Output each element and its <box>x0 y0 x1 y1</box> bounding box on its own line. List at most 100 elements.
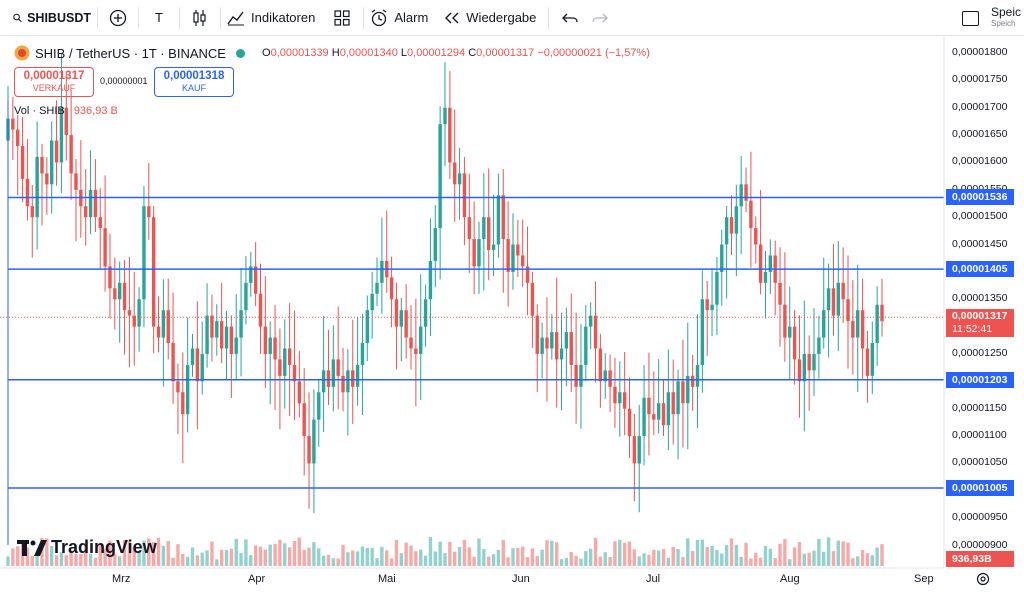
volume-bar <box>530 548 535 566</box>
candle-body <box>239 310 243 338</box>
volume-bar <box>637 556 641 566</box>
candle-body <box>710 304 714 311</box>
buy-price: 0,00001318 <box>163 70 225 82</box>
volume-bar <box>321 555 326 566</box>
candle-body <box>224 326 229 349</box>
axis-settings-button[interactable] <box>976 572 992 588</box>
volume-bar <box>273 544 277 566</box>
interval-button[interactable]: T <box>145 0 173 36</box>
volume-bar <box>108 540 112 566</box>
candle-body <box>394 299 399 327</box>
sell-button[interactable]: 0,00001317 VERKAUF <box>14 67 94 97</box>
candle-body <box>103 228 107 267</box>
divider <box>179 6 180 29</box>
time-tick-label: Jul <box>646 573 661 585</box>
candle-body <box>181 392 185 415</box>
alarm-button[interactable]: Alarm <box>370 0 428 36</box>
candle-body <box>739 184 743 207</box>
chart-type-button[interactable] <box>186 0 214 36</box>
volume-bar <box>851 558 855 566</box>
volume-bar <box>724 545 729 566</box>
volume-bar <box>540 549 544 566</box>
volume-bar <box>190 547 195 566</box>
candle-body <box>618 392 622 404</box>
candle-body <box>171 343 175 382</box>
volume-bar <box>341 544 345 566</box>
redo-button[interactable] <box>585 0 615 36</box>
symbol-legend[interactable]: SHIB / TetherUS · 1T · BINANCE <box>14 45 245 61</box>
alarm-clock-icon <box>371 8 387 26</box>
replay-button[interactable]: Wiedergabe <box>444 0 536 36</box>
volume-bar <box>35 553 39 566</box>
compare-symbol-button[interactable] <box>104 0 132 36</box>
high-label: H <box>331 47 340 59</box>
candle-body <box>511 244 515 272</box>
volume-bar <box>399 553 403 566</box>
volume-bar <box>831 551 836 566</box>
candle-body <box>637 436 641 464</box>
tradingview-logo[interactable]: TradingView <box>17 537 157 558</box>
candle-body <box>700 299 705 365</box>
volume-bar <box>559 559 564 566</box>
volume-bar <box>50 545 54 566</box>
candle-body <box>690 375 695 387</box>
volume-bar <box>161 545 166 566</box>
volume-bar <box>132 547 136 566</box>
volume-bar <box>681 557 685 566</box>
candle-body <box>93 189 98 218</box>
undo-button[interactable] <box>555 0 585 36</box>
volume-bar <box>117 556 122 566</box>
candle-body <box>326 370 331 387</box>
volume-bar <box>122 539 127 566</box>
volume-bar <box>608 557 612 566</box>
buy-button[interactable]: 0,00001318 KAUF <box>154 67 234 97</box>
save-text: Speic Speich <box>991 6 1021 29</box>
volume-bar <box>113 553 117 566</box>
candle-body <box>414 348 418 354</box>
volume-bar <box>59 552 64 566</box>
indicators-button[interactable]: Indikatoren <box>227 0 315 36</box>
symbol-search[interactable]: SHIBUSDT <box>13 0 91 36</box>
volume-bar <box>836 540 840 566</box>
candle-body <box>438 124 442 229</box>
volume-bar <box>229 548 234 566</box>
volume-bar <box>627 541 632 566</box>
horizontal-levels[interactable] <box>7 100 944 545</box>
indicators-label: Indikatoren <box>251 10 316 25</box>
save-button[interactable]: Speic Speich <box>962 0 1021 36</box>
volume-bar <box>501 540 505 566</box>
volume-bar <box>423 555 428 566</box>
candle-body <box>215 321 219 338</box>
candle-body <box>715 271 719 305</box>
candle-body <box>564 332 569 349</box>
candle-body <box>851 321 855 338</box>
candle-body <box>496 195 501 245</box>
candle-body <box>686 375 690 404</box>
divider <box>548 6 550 29</box>
price-tick-label: 0,00001050 <box>952 456 1008 469</box>
candle-body <box>768 255 773 272</box>
candle-body <box>312 419 316 464</box>
volume-bar <box>661 549 666 566</box>
candle-body <box>516 244 520 256</box>
time-tick-label: Aug <box>780 573 800 585</box>
layouts-button[interactable] <box>327 0 357 36</box>
volume-bar <box>6 556 10 566</box>
volume-bar <box>171 557 175 566</box>
candle-body <box>506 239 510 272</box>
candle-body <box>817 337 821 354</box>
candle-body <box>661 403 666 426</box>
volume-bar <box>346 552 350 566</box>
volume-bar <box>331 558 336 566</box>
candle-body <box>666 392 671 426</box>
level-price-tag: 0,00001005 <box>946 480 1014 497</box>
price-tick-label: 0,00000900 <box>952 538 1008 551</box>
candle-body <box>550 332 554 349</box>
candle-body <box>826 288 831 311</box>
volume-bar <box>414 551 418 566</box>
price-tick-label: 0,00001250 <box>952 346 1008 359</box>
volume-bar <box>409 545 413 566</box>
ohlc-values: O0,00001339 H0,00001340 L0,00001294 C0,0… <box>262 47 650 59</box>
volume-legend[interactable]: Vol · SHIB 936,93 B <box>14 105 118 117</box>
